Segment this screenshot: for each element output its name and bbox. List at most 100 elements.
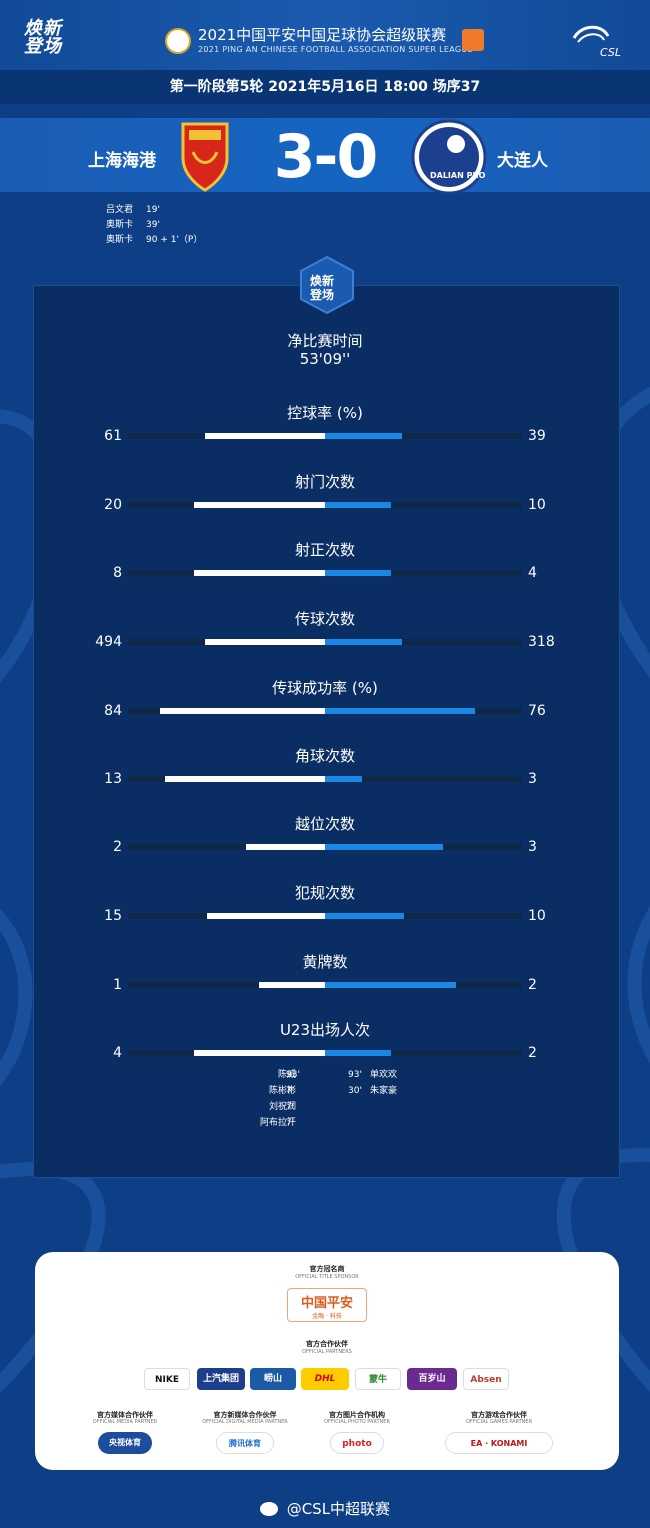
pingan-logo-tag: 金融 · 科技 <box>312 1313 342 1320</box>
stat-away-value: 318 <box>528 634 555 650</box>
stat-row: 控球率 (%) 61 39 <box>0 402 650 452</box>
saic-logo: 上汽集团 <box>197 1368 245 1390</box>
stat-name: 传球次数 <box>294 610 355 628</box>
stat-home-bar <box>205 639 325 645</box>
pingan-sponsor-logo: 中国平安 金融 · 科技 <box>287 1288 367 1322</box>
home-team-name: 上海海港 <box>88 151 156 171</box>
title-sponsor-label: 官方冠名商 <box>309 1265 345 1273</box>
stat-away-value: 10 <box>528 908 546 924</box>
u23-home-list: 陈威 陈彬彬 刘祝润 阿布拉汗 <box>236 1067 296 1131</box>
cfa-emblem-icon <box>165 28 191 54</box>
stat-row: 黄牌数 1 2 <box>0 951 650 1001</box>
away-badge-text: DALIAN PRO <box>430 171 486 180</box>
u23-player-name: 阿布拉汗 <box>259 1118 296 1128</box>
score-bar <box>0 118 650 192</box>
scorer-row: 奥斯卡 39' <box>106 218 202 233</box>
scorer-row: 吕文君 19' <box>106 203 202 218</box>
stat-away-bar <box>325 776 362 782</box>
stat-home-bar <box>207 913 325 919</box>
stat-name: 越位次数 <box>294 815 355 833</box>
stat-away-value: 2 <box>528 1045 537 1061</box>
u23-away-list: 单欢欢 朱家豪 <box>370 1067 440 1099</box>
scorer-minute: 39' <box>146 220 160 230</box>
stat-home-bar <box>194 502 325 508</box>
stat-home-bar <box>165 776 325 782</box>
net-time-value: 53'09'' <box>299 350 351 368</box>
digital-partner-label: 官方新媒体合作伙伴 <box>213 1411 277 1419</box>
u23-player-name: 陈威 <box>277 1070 296 1080</box>
stat-name: 黄牌数 <box>302 953 348 971</box>
scorer-minute: 90 + 1'（P） <box>146 235 203 245</box>
stat-home-value: 84 <box>104 703 122 719</box>
stat-away-bar <box>325 982 456 988</box>
brand-line-1: 焕新 <box>24 18 62 39</box>
stat-row: U23出场人次 4 2 <box>0 1019 650 1069</box>
stat-away-value: 4 <box>528 565 537 581</box>
pingan-logo-text: 中国平安 <box>300 1296 353 1311</box>
stat-away-bar <box>325 570 391 576</box>
stat-home-value: 1 <box>113 977 122 993</box>
dhl-logo: DHL <box>301 1368 349 1390</box>
weibo-handle[interactable]: @CSL中超联赛 <box>0 1498 650 1519</box>
u23-minute: 30' <box>348 1086 362 1096</box>
brand-logo: 焕新 登场 <box>24 20 62 56</box>
stat-away-value: 39 <box>528 428 546 444</box>
stat-name: 角球次数 <box>294 747 355 765</box>
stat-away-value: 76 <box>528 703 546 719</box>
weibo-icon <box>259 1501 278 1516</box>
photo-partner-label: 官方图片合作机构 <box>329 1411 385 1419</box>
stat-home-bar <box>259 982 325 988</box>
nike-logo: NIKE <box>144 1368 190 1390</box>
shanghai-port-badge-icon <box>181 122 229 192</box>
u23-player-name: 朱家豪 <box>370 1086 398 1096</box>
stat-away-bar <box>325 433 402 439</box>
stat-name: 控球率 (%) <box>287 404 363 422</box>
partners-sub: OFFICIAL PARTNERS <box>302 1349 352 1355</box>
u23-minute: 93' <box>348 1070 362 1080</box>
stat-name: 射门次数 <box>294 473 355 491</box>
match-info: 第一阶段第5轮 2021年5月16日 18:00 场序37 <box>0 70 650 104</box>
stat-home-bar <box>246 844 325 850</box>
title-sponsor-sub: OFFICIAL TITLE SPONSOR <box>295 1274 359 1280</box>
u23-away-minutes: 93' 30' <box>348 1067 370 1099</box>
stat-name: 犯规次数 <box>294 884 355 902</box>
stat-home-value: 8 <box>113 565 122 581</box>
net-time-label: 净比赛时间 <box>287 332 363 350</box>
stat-home-value: 15 <box>104 908 122 924</box>
stat-row: 传球成功率 (%) 84 76 <box>0 677 650 727</box>
final-score: 3-0 <box>273 122 378 192</box>
pingan-logo-icon <box>462 29 484 51</box>
csl-logo-icon: CSL <box>572 25 621 59</box>
stat-away-value: 10 <box>528 497 546 513</box>
photo-partner-sub: OFFICIAL PHOTO PARTNER <box>324 1419 390 1425</box>
stat-row: 角球次数 13 3 <box>0 745 650 795</box>
cctv-sports-logo: 央视体育 <box>98 1432 152 1454</box>
scorer-minute: 19' <box>146 205 160 215</box>
laoshan-logo: 崂山 <box>250 1368 296 1390</box>
stat-home-value: 13 <box>104 771 122 787</box>
tencent-sports-logo: 腾讯体育 <box>216 1432 274 1454</box>
stat-name: U23出场人次 <box>279 1021 371 1039</box>
stat-name: 传球成功率 (%) <box>272 679 378 697</box>
home-scorers: 吕文君 19' 奥斯卡 39' 奥斯卡 90 + 1'（P） <box>106 203 202 248</box>
stat-home-bar <box>205 433 325 439</box>
stat-away-value: 3 <box>528 771 537 787</box>
sponsors-card: 官方冠名商 OFFICIAL TITLE SPONSOR 中国平安 金融 · 科… <box>35 1252 619 1470</box>
scorer-name: 奥斯卡 <box>106 220 134 230</box>
scorer-name: 吕文君 <box>106 205 134 215</box>
stat-name: 射正次数 <box>294 541 355 559</box>
stat-row: 越位次数 2 3 <box>0 813 650 863</box>
scorer-row: 奥斯卡 90 + 1'（P） <box>106 233 202 248</box>
weibo-handle-text: @CSL中超联赛 <box>286 1500 391 1518</box>
mengniu-logo: 蒙牛 <box>355 1368 401 1390</box>
photo-partner-logo: photo <box>330 1432 384 1454</box>
stat-away-value: 2 <box>528 977 537 993</box>
renewal-badge-icon: 焕新 登场 <box>300 255 354 315</box>
stat-home-bar <box>194 1050 325 1056</box>
games-partner-sub: OFFICIAL GAMES PARTNER <box>465 1419 533 1425</box>
stat-away-bar <box>325 502 391 508</box>
stat-away-value: 3 <box>528 839 537 855</box>
u23-minute: 7' <box>286 1102 295 1112</box>
digital-partner-sub: OFFICIAL DIGITAL MEDIA PARTNER <box>202 1419 288 1425</box>
header-bar <box>0 0 650 70</box>
